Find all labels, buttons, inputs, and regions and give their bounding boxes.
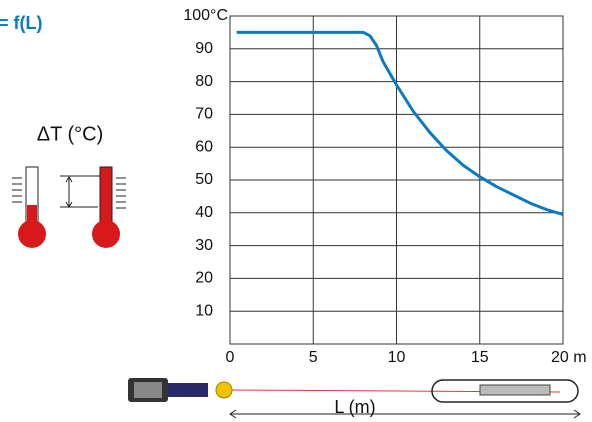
y-tick-label: 50	[195, 171, 213, 188]
chart-title: = f(L)	[0, 13, 43, 33]
cable-illustration	[128, 378, 581, 419]
x-tick-label: 5	[309, 349, 318, 366]
y-tick-label: 90	[195, 40, 213, 57]
y-tick-label: 80	[195, 73, 213, 90]
y-tick-label: 10	[195, 302, 213, 319]
x-tick-label: 20 m	[551, 349, 587, 366]
y-tick-label: 40	[195, 204, 213, 221]
y-tick-label: 70	[195, 106, 213, 123]
x-axis-label: L (m)	[334, 397, 375, 417]
x-tick-label: 0	[226, 349, 235, 366]
x-tick-label: 10	[388, 349, 406, 366]
data-line	[236, 30, 564, 216]
x-tick-label: 15	[471, 349, 489, 366]
y-tick-label: 100°C	[183, 7, 228, 24]
thermometer-icons	[12, 166, 126, 248]
y-tick-label: 60	[195, 138, 213, 155]
y-axis-label: ΔT (°C)	[37, 123, 104, 145]
y-tick-label: 20	[195, 270, 213, 287]
y-tick-label: 30	[195, 237, 213, 254]
